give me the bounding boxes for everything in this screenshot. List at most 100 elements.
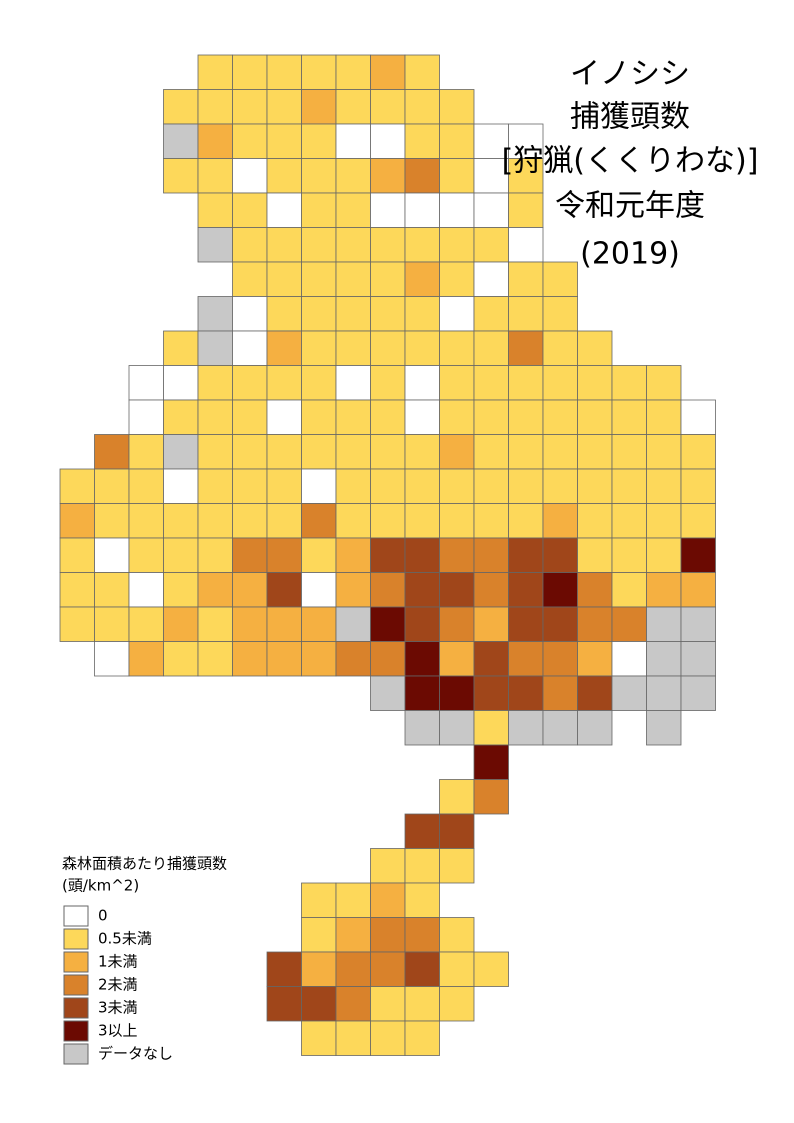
grid-cell: [128, 503, 164, 539]
grid-cell: [611, 675, 647, 711]
grid-cell: [404, 158, 440, 194]
grid-cell: [232, 641, 268, 677]
grid-cell: [370, 641, 406, 677]
grid-cell: [232, 537, 268, 573]
grid-cell: [197, 227, 233, 263]
grid-cell: [301, 330, 337, 366]
grid-cell: [439, 848, 475, 884]
grid-cell: [404, 917, 440, 953]
grid-cell: [335, 1020, 371, 1056]
grid-cell: [301, 468, 337, 504]
grid-cell: [266, 951, 302, 987]
grid-cell: [646, 468, 682, 504]
grid-cell: [370, 399, 406, 435]
grid-cell: [335, 468, 371, 504]
grid-cell: [335, 503, 371, 539]
grid-cell: [197, 572, 233, 608]
grid-cell: [404, 572, 440, 608]
grid-cell: [59, 572, 95, 608]
grid-cell: [335, 158, 371, 194]
grid-cell: [128, 572, 164, 608]
grid-cell: [680, 606, 716, 642]
grid-cell: [335, 192, 371, 228]
legend-title: 森林面積あたり捕獲頭数: [62, 855, 227, 873]
grid-cell: [439, 986, 475, 1022]
grid-cell: [577, 468, 613, 504]
grid-cell: [232, 434, 268, 470]
grid-cell: [163, 537, 199, 573]
grid-cell: [404, 606, 440, 642]
grid-cell: [197, 123, 233, 159]
grid-cell: [370, 261, 406, 297]
grid-cell: [439, 89, 475, 125]
grid-cell: [439, 399, 475, 435]
grid-cell: [370, 606, 406, 642]
grid-cell: [232, 572, 268, 608]
grid-cell: [577, 572, 613, 608]
grid-cell: [404, 813, 440, 849]
grid-cell: [266, 227, 302, 263]
grid-cell: [404, 848, 440, 884]
grid-cell: [439, 779, 475, 815]
grid-cell: [577, 675, 613, 711]
grid-cell: [404, 330, 440, 366]
grid-cell: [232, 503, 268, 539]
grid-cell: [680, 468, 716, 504]
grid-cell: [404, 537, 440, 573]
grid-cell: [611, 503, 647, 539]
grid-cell: [370, 503, 406, 539]
grid-cell: [404, 986, 440, 1022]
grid-cell: [128, 468, 164, 504]
grid-cell: [266, 365, 302, 401]
grid-cell: [508, 123, 544, 159]
grid-cell: [542, 434, 578, 470]
grid-cell: [266, 399, 302, 435]
grid-cell: [335, 986, 371, 1022]
grid-cell: [94, 641, 130, 677]
grid-cell: [94, 503, 130, 539]
grid-cell: [508, 365, 544, 401]
grid-cell: [370, 365, 406, 401]
grid-cell: [508, 227, 544, 263]
grid-cell: [370, 848, 406, 884]
grid-cell: [542, 710, 578, 746]
grid-cell: [266, 158, 302, 194]
grid-cell: [335, 882, 371, 918]
grid-cell: [439, 641, 475, 677]
grid-cell: [197, 192, 233, 228]
grid-cell: [335, 537, 371, 573]
grid-cell: [680, 399, 716, 435]
grid-cell: [266, 537, 302, 573]
grid-cell: [404, 365, 440, 401]
grid-cell: [404, 468, 440, 504]
title-line: [狩猟(くくりわな)]: [502, 144, 759, 179]
grid-cell: [266, 434, 302, 470]
grid-cell: [232, 606, 268, 642]
grid-cell: [473, 641, 509, 677]
grid-cell: [301, 192, 337, 228]
grid-cell: [163, 158, 199, 194]
grid-cell: [370, 951, 406, 987]
grid-cell: [197, 468, 233, 504]
grid-cell: [646, 572, 682, 608]
legend-label: 2未満: [98, 976, 138, 994]
grid-cell: [301, 158, 337, 194]
grid-cell: [128, 641, 164, 677]
grid-cell: [680, 537, 716, 573]
grid-cell: [439, 192, 475, 228]
title-line: (2019): [580, 237, 680, 272]
grid-cell: [542, 468, 578, 504]
grid-cell: [301, 399, 337, 435]
grid-cell: [197, 606, 233, 642]
grid-cell: [59, 606, 95, 642]
grid-cell: [473, 192, 509, 228]
grid-cell: [301, 261, 337, 297]
grid-cell: [197, 641, 233, 677]
grid-cell: [232, 54, 268, 90]
grid-cell: [335, 951, 371, 987]
grid-cell: [370, 434, 406, 470]
grid-cell: [508, 606, 544, 642]
grid-cell: [59, 537, 95, 573]
grid-cell: [646, 399, 682, 435]
